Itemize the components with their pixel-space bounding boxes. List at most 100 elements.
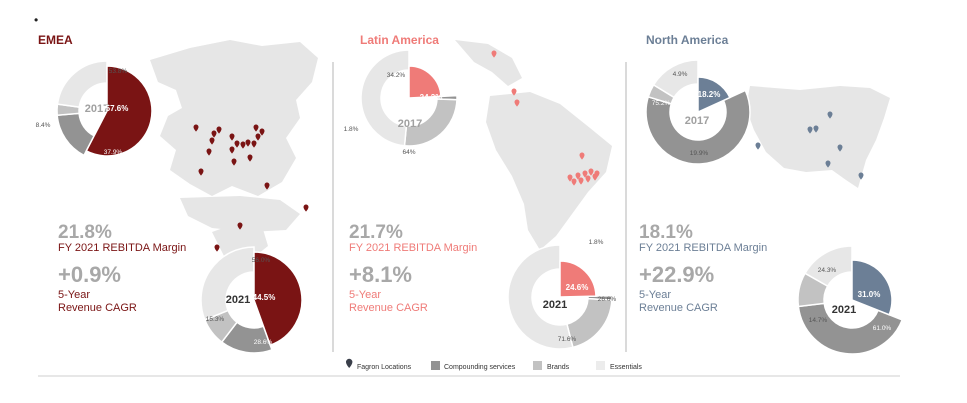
donut-latam-2017: 2017 24.2% 1.8% 34.2% 64% — [344, 49, 458, 156]
mexico-map — [455, 40, 522, 86]
na-2017-label-1: 75.2% — [652, 100, 671, 107]
location-pin-icon — [582, 170, 588, 178]
bullet-mark: • — [34, 13, 38, 27]
location-pin-icon — [578, 177, 584, 185]
na-margin-value: 18.1% — [639, 222, 693, 243]
na-2021-segment-region — [851, 259, 893, 316]
latam-cagr-value: +8.1% — [349, 262, 412, 287]
emea-cagr-value: +0.9% — [58, 262, 121, 287]
latam-2021-year-label: 2021 — [543, 299, 567, 311]
location-pin-icon — [303, 204, 309, 212]
location-pin-icon — [264, 182, 270, 190]
latam-margin-value: 21.7% — [349, 222, 403, 243]
legend-swatch-brands — [533, 361, 542, 370]
location-pin-icon — [567, 174, 573, 182]
location-pin-icon — [193, 124, 199, 132]
latam-2017-label-1: 1.8% — [344, 126, 359, 133]
legend-swatch-compounding — [431, 361, 440, 370]
world-map-background — [150, 40, 890, 262]
latam-2021-label-2: 26.6% — [598, 296, 617, 303]
na-2017-label-3: 19.9% — [690, 150, 709, 157]
emea-2021-label-1: 28.6% — [254, 339, 273, 346]
location-pin-icon — [209, 137, 215, 145]
emea-2021-segment-region — [253, 251, 303, 347]
legend-compounding: Compounding services — [431, 361, 516, 371]
legend-brands-label: Brands — [547, 364, 570, 371]
emea-2017-year-label: 2017 — [85, 103, 109, 115]
location-pin-icon — [253, 124, 259, 132]
latam-2021-label-1: 1.8% — [589, 239, 604, 246]
latam-2017-year-label: 2017 — [398, 118, 422, 130]
location-pin-icon — [345, 358, 353, 368]
na-cagr-line2: Revenue CAGR — [639, 302, 718, 314]
na-2021-label-1: 61.0% — [873, 325, 892, 332]
na-cagr-line1: 5-Year — [639, 289, 671, 301]
north-africa-map — [180, 196, 300, 232]
legend-essentials-label: Essentials — [610, 364, 642, 371]
location-pin-icon — [211, 130, 217, 138]
location-pin-icon — [206, 148, 212, 156]
latam-2017-label-2: 34.2% — [387, 72, 406, 79]
location-pin-icon — [255, 133, 261, 141]
emea-2017-segment-region — [85, 65, 153, 157]
latam-2017-segment-region — [408, 65, 442, 99]
na-margin-label: FY 2021 REBITDA Margin — [639, 242, 767, 254]
latam-cagr-line1: 5-Year — [349, 289, 381, 301]
emea-2017-label-0: 57.6% — [106, 104, 129, 113]
emea-cagr-line2: Revenue CAGR — [58, 302, 137, 314]
na-2021-label-3: 24.3% — [818, 267, 837, 274]
location-pin-icon — [214, 244, 220, 252]
latam-margin-label: FY 2021 REBITDA Margin — [349, 242, 477, 254]
location-pin-icon — [247, 154, 253, 162]
emea-2017-label-2: 8.4% — [36, 122, 51, 129]
europe-map — [150, 40, 318, 196]
location-pin-icon — [245, 139, 251, 147]
location-pin-icon — [198, 168, 204, 176]
location-pin-icon — [216, 126, 222, 134]
location-pin-icon — [234, 140, 240, 148]
usa-map — [746, 86, 890, 188]
legend-locations-label: Fagron Locations — [357, 364, 412, 371]
emea-2021-label-2: 15.3% — [206, 316, 225, 323]
location-pin-icon — [575, 172, 581, 180]
location-pin-icon — [231, 158, 237, 166]
legend-compounding-label: Compounding services — [444, 364, 516, 371]
na-2021-label-2: 14.7% — [809, 317, 828, 324]
location-pin-icon — [259, 128, 265, 136]
region-title-north-america: North America — [646, 33, 729, 47]
emea-margin-value: 21.8% — [58, 222, 112, 243]
location-pins — [193, 50, 864, 252]
emea-2021-label-0: 44.5% — [253, 293, 276, 302]
location-pin-icon — [514, 99, 520, 107]
donut-emea-2021: 2021 44.5% 28.6% 15.3% 56.0% — [200, 246, 303, 354]
location-pin-icon — [579, 152, 585, 160]
na-2017-label-0: 18.2% — [698, 90, 721, 99]
location-pin-icon — [588, 168, 594, 176]
south-america-map — [486, 92, 612, 250]
latam-2021-segment-region — [559, 260, 597, 298]
location-pin-icon — [858, 172, 864, 180]
legend-locations: Fagron Locations — [345, 358, 412, 371]
location-pin-icon — [237, 222, 243, 230]
legend: Fagron Locations Compounding services Br… — [345, 358, 642, 371]
region-title-latin-america: Latin America — [360, 33, 439, 47]
location-pin-icon — [229, 146, 235, 154]
legend-essentials: Essentials — [596, 361, 642, 371]
na-cagr-value: +22.9% — [639, 262, 714, 287]
emea-cagr-line1: 5-Year — [58, 289, 90, 301]
location-pin-icon — [807, 126, 813, 134]
na-2017-segment-region — [697, 76, 731, 114]
emea-2017-label-3: 53.8% — [109, 68, 128, 75]
latam-2017-label-3: 64% — [402, 149, 415, 156]
location-pin-icon — [825, 160, 831, 168]
donut-na-2017: 2017 18.2% 75.2% 4.9% 19.9% — [645, 59, 751, 165]
latam-2021-label-0: 24.6% — [566, 283, 589, 292]
na-2021-year-label: 2021 — [832, 304, 856, 316]
emea-margin-label: FY 2021 REBITDA Margin — [58, 242, 186, 254]
location-pin-icon — [571, 178, 577, 186]
location-pin-icon — [229, 133, 235, 141]
emea-2021-year-label: 2021 — [226, 294, 250, 306]
